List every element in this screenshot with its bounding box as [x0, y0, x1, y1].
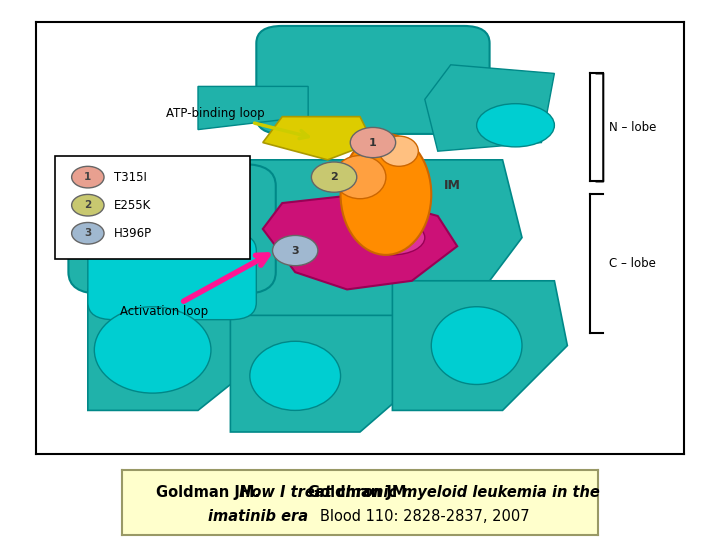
- Ellipse shape: [431, 307, 522, 384]
- FancyBboxPatch shape: [256, 26, 490, 134]
- Text: 2: 2: [330, 172, 338, 182]
- Text: Activation loop: Activation loop: [120, 255, 268, 319]
- Text: C – lobe: C – lobe: [609, 257, 657, 270]
- FancyBboxPatch shape: [88, 233, 256, 320]
- Text: IM: IM: [444, 179, 461, 192]
- Text: 2: 2: [84, 200, 91, 210]
- Text: T315I: T315I: [114, 171, 147, 184]
- Circle shape: [350, 127, 396, 158]
- Text: 1: 1: [369, 138, 377, 147]
- Ellipse shape: [360, 220, 425, 255]
- Circle shape: [72, 166, 104, 188]
- Ellipse shape: [334, 156, 386, 199]
- Text: Goldman JM.: Goldman JM.: [156, 485, 260, 500]
- Circle shape: [312, 162, 357, 192]
- Text: Goldman JM.: Goldman JM.: [308, 485, 412, 500]
- Ellipse shape: [379, 136, 418, 166]
- Circle shape: [72, 222, 104, 244]
- Polygon shape: [392, 281, 567, 410]
- Circle shape: [272, 235, 318, 266]
- Polygon shape: [198, 86, 308, 130]
- Text: 3: 3: [292, 246, 299, 255]
- Circle shape: [72, 194, 104, 216]
- Text: Blood 110: 2828-2837, 2007: Blood 110: 2828-2837, 2007: [320, 509, 529, 524]
- Ellipse shape: [341, 134, 431, 255]
- Polygon shape: [217, 160, 522, 324]
- Polygon shape: [263, 117, 373, 160]
- Ellipse shape: [94, 307, 211, 393]
- Ellipse shape: [477, 104, 554, 147]
- Text: 3: 3: [84, 228, 91, 238]
- Polygon shape: [425, 65, 554, 151]
- Polygon shape: [263, 194, 457, 289]
- FancyBboxPatch shape: [55, 156, 250, 259]
- Ellipse shape: [250, 341, 341, 410]
- Text: 1: 1: [84, 172, 91, 182]
- Polygon shape: [230, 315, 425, 432]
- Text: H396P: H396P: [114, 227, 152, 240]
- Text: ATP-binding loop: ATP-binding loop: [166, 106, 308, 139]
- FancyBboxPatch shape: [68, 164, 276, 294]
- Text: E255K: E255K: [114, 199, 151, 212]
- Text: N – lobe: N – lobe: [609, 121, 657, 134]
- Text: How I treat chronic myeloid leukemia in the: How I treat chronic myeloid leukemia in …: [234, 485, 600, 500]
- Text: imatinib era: imatinib era: [208, 509, 308, 524]
- Polygon shape: [88, 289, 263, 410]
